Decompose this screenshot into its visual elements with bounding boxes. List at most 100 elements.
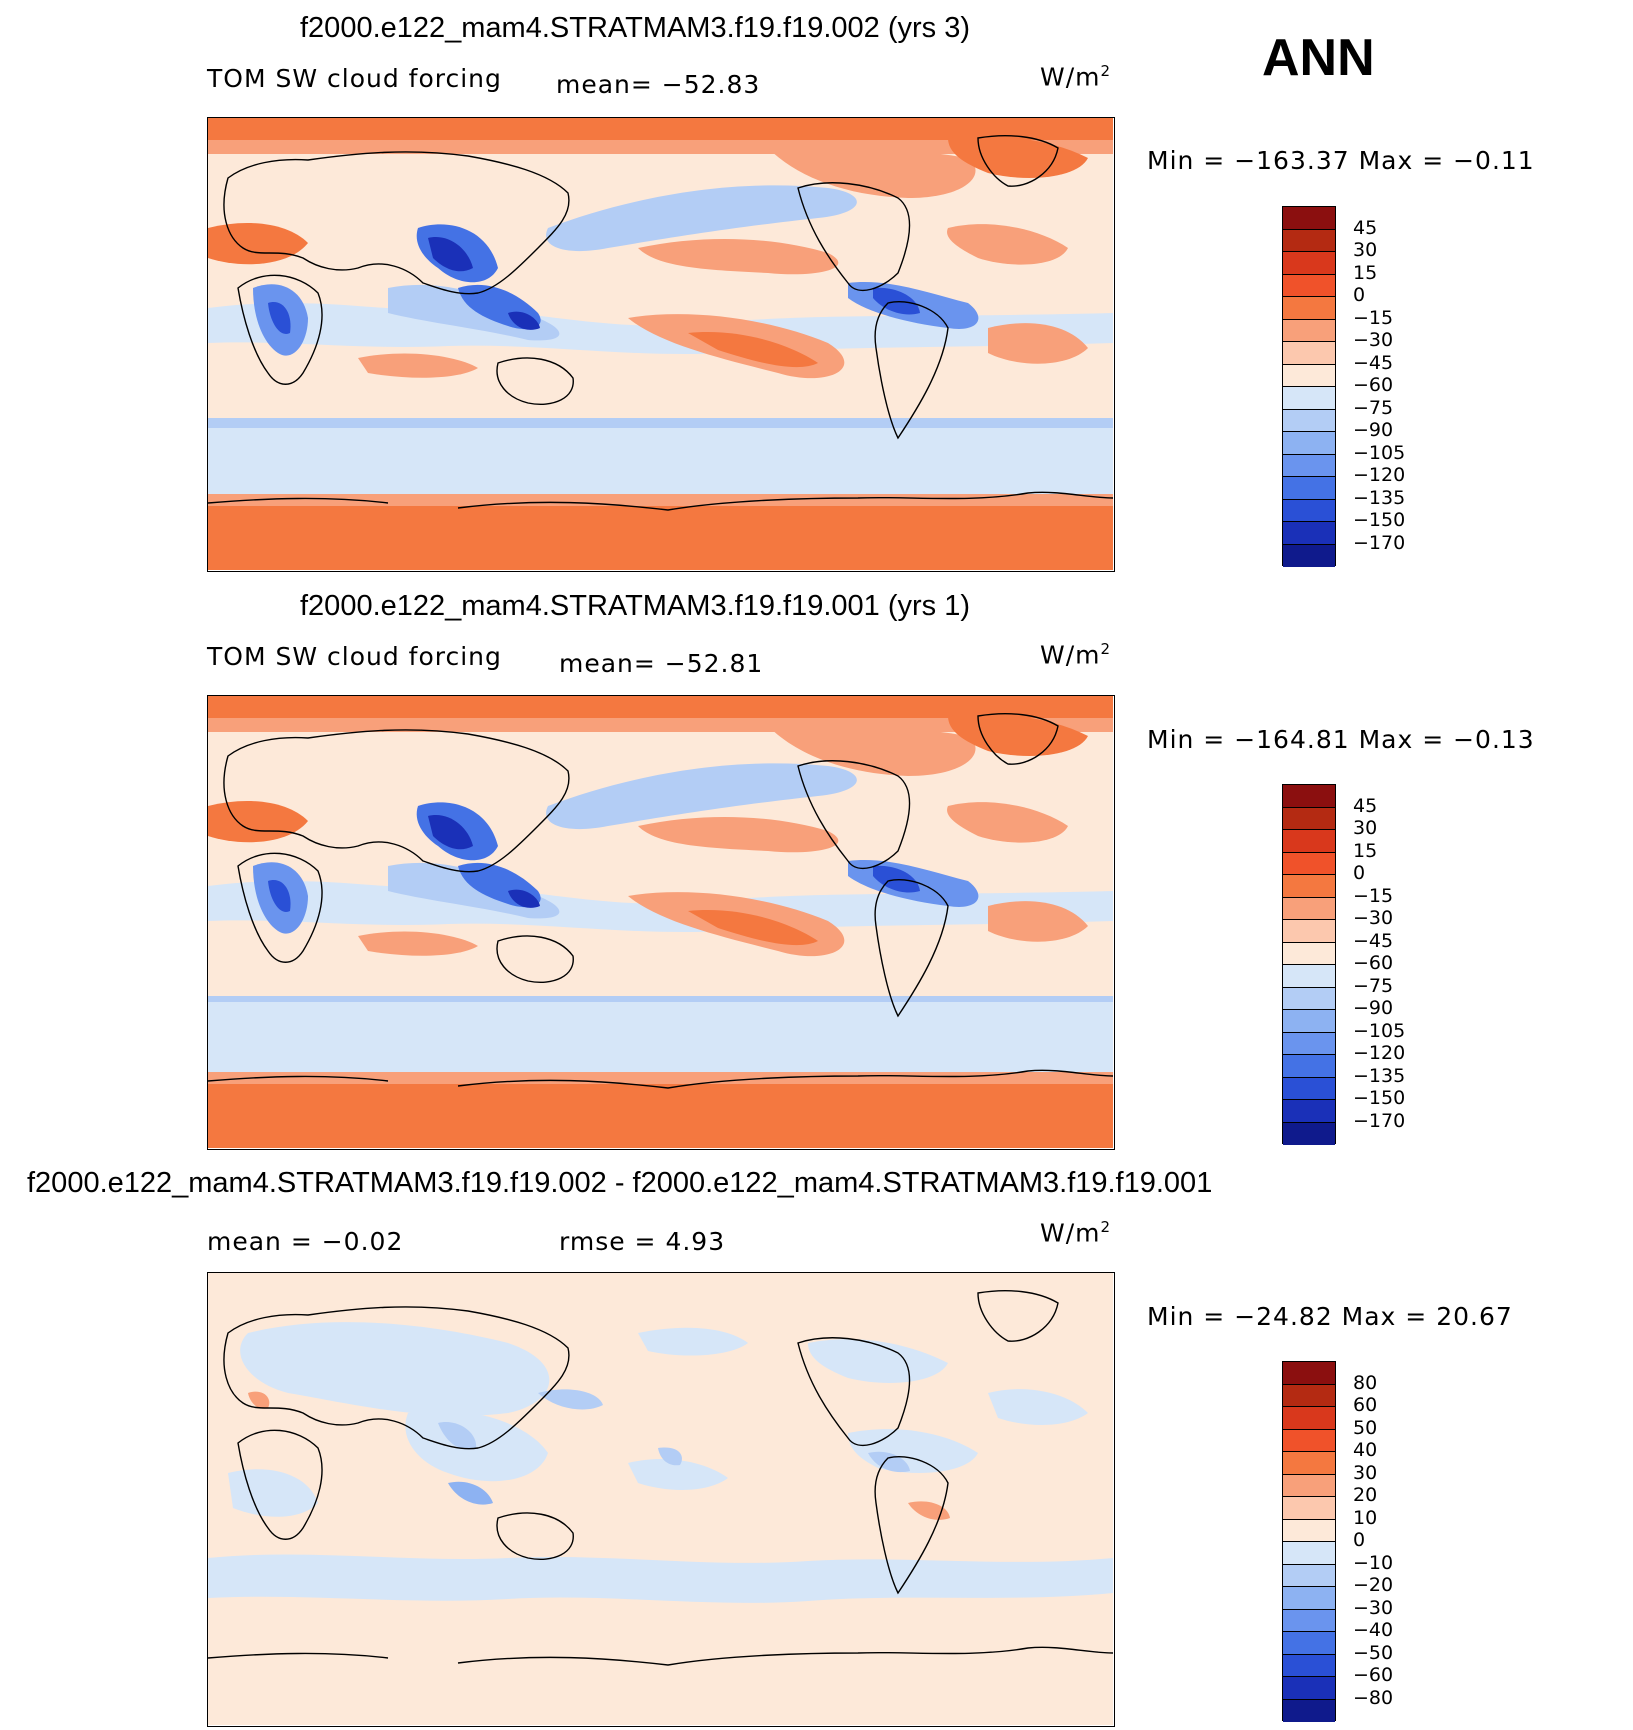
panel-2-map <box>207 695 1115 1150</box>
colorbar-tick-label: −15 <box>1353 884 1394 907</box>
colorbar-swatch <box>1283 1407 1335 1430</box>
colorbar-tick-label: −120 <box>1353 464 1406 486</box>
colorbar-tick-label: 0 <box>1353 862 1366 884</box>
colorbar-swatch <box>1283 409 1335 432</box>
colorbar-tick-label: −90 <box>1353 419 1394 441</box>
colorbar-swatch <box>1283 987 1335 1010</box>
panel-2-units: W/m2 <box>1040 640 1112 670</box>
colorbar-tick-label: −120 <box>1353 1042 1406 1064</box>
panel-2-colorbar-labels: 45 30 15 0 −15 −30 −45 −60 −75 −90 −105 −120 −135 −15… <box>1353 784 1453 1144</box>
colorbar-swatch <box>1283 207 1335 230</box>
colorbar-swatch <box>1283 1122 1335 1145</box>
colorbar-tick-label: 50 <box>1353 1416 1378 1439</box>
colorbar-tick-label: −105 <box>1353 1019 1406 1042</box>
colorbar-swatch <box>1283 1542 1335 1565</box>
colorbar-tick-label: −50 <box>1353 1641 1394 1664</box>
colorbar-tick-label: 10 <box>1353 1506 1378 1529</box>
panel-2-mean: mean= −52.81 <box>559 649 764 678</box>
panel-1-colorbar-labels: 45 30 15 0 −15 −30 −45 −60 −75 −90 −105 −120 −135 −15… <box>1353 206 1453 566</box>
colorbar-swatch <box>1283 477 1335 500</box>
colorbar-swatch <box>1283 1609 1335 1632</box>
colorbar-tick-label: −90 <box>1353 997 1394 1019</box>
colorbar-swatch <box>1283 1032 1335 1055</box>
colorbar-swatch <box>1283 1055 1335 1078</box>
colorbar-tick-label: −150 <box>1353 1087 1406 1109</box>
colorbar-tick-label: −30 <box>1353 907 1394 929</box>
colorbar-tick-label: 20 <box>1353 1484 1378 1506</box>
colorbar-swatch <box>1283 454 1335 477</box>
panel-2-colorbar <box>1282 784 1336 1145</box>
panel-3-minmax: Min = −24.82 Max = 20.67 <box>1147 1302 1513 1331</box>
colorbar-swatch <box>1283 364 1335 387</box>
panel-1-minmax: Min = −163.37 Max = −0.11 <box>1147 146 1535 175</box>
colorbar-tick-label: 45 <box>1353 794 1378 817</box>
colorbar-tick-label: −75 <box>1353 974 1394 997</box>
colorbar-tick-label: −10 <box>1353 1551 1394 1574</box>
colorbar-swatch <box>1283 830 1335 853</box>
panel-1-units: W/m2 <box>1040 62 1112 92</box>
colorbar-tick-label: −30 <box>1353 329 1394 351</box>
panel-2-variable-label: TOM SW cloud forcing <box>207 642 502 671</box>
panel-3-map <box>207 1272 1115 1727</box>
colorbar-swatch <box>1283 499 1335 522</box>
colorbar-tick-label: −105 <box>1353 441 1406 464</box>
colorbar-tick-label: −170 <box>1353 1109 1406 1132</box>
colorbar-tick-label: −45 <box>1353 351 1394 374</box>
colorbar-tick-label: −20 <box>1353 1574 1394 1596</box>
colorbar-swatch <box>1283 807 1335 830</box>
panel-3-mean: mean = −0.02 <box>207 1227 404 1256</box>
colorbar-swatch <box>1283 1077 1335 1100</box>
colorbar-tick-label: −15 <box>1353 306 1394 329</box>
colorbar-swatch <box>1283 852 1335 875</box>
colorbar-swatch <box>1283 785 1335 808</box>
colorbar-swatch <box>1283 1384 1335 1407</box>
panel-3-units: W/m2 <box>1040 1218 1112 1248</box>
panel-2-minmax: Min = −164.81 Max = −0.13 <box>1147 725 1535 754</box>
colorbar-swatch <box>1283 1654 1335 1677</box>
panel-1-variable-label: TOM SW cloud forcing <box>207 64 502 93</box>
colorbar-tick-label: −30 <box>1353 1596 1394 1619</box>
colorbar-swatch <box>1283 252 1335 275</box>
colorbar-tick-label: −135 <box>1353 1064 1406 1087</box>
colorbar-swatch <box>1283 1497 1335 1520</box>
colorbar-swatch <box>1283 522 1335 545</box>
panel-3-colorbar <box>1282 1361 1336 1722</box>
panel-2-title: f2000.e122_mam4.STRATMAM3.f19.f19.001 (y… <box>300 590 970 622</box>
colorbar-tick-label: −40 <box>1353 1619 1394 1641</box>
colorbar-tick-label: 30 <box>1353 1461 1378 1484</box>
season-label: ANN <box>1262 29 1375 87</box>
colorbar-swatch <box>1283 432 1335 455</box>
panel-1-colorbar <box>1282 206 1336 567</box>
panel-1-title: f2000.e122_mam4.STRATMAM3.f19.f19.002 (y… <box>300 12 970 44</box>
colorbar-swatch <box>1283 274 1335 297</box>
colorbar-swatch <box>1283 229 1335 252</box>
colorbar-swatch <box>1283 1474 1335 1497</box>
colorbar-tick-label: 45 <box>1353 216 1378 239</box>
colorbar-tick-label: −150 <box>1353 509 1406 531</box>
colorbar-swatch <box>1283 1587 1335 1610</box>
colorbar-swatch <box>1283 387 1335 410</box>
colorbar-swatch <box>1283 1564 1335 1587</box>
colorbar-swatch <box>1283 1677 1335 1700</box>
colorbar-tick-label: −60 <box>1353 952 1394 974</box>
panel-1-map <box>207 117 1115 572</box>
colorbar-tick-label: 80 <box>1353 1371 1378 1394</box>
colorbar-swatch <box>1283 342 1335 365</box>
colorbar-swatch <box>1283 319 1335 342</box>
colorbar-tick-label: −60 <box>1353 1664 1394 1686</box>
colorbar-tick-label: 15 <box>1353 261 1378 284</box>
colorbar-swatch <box>1283 1519 1335 1542</box>
colorbar-swatch <box>1283 1362 1335 1385</box>
colorbar-tick-label: 30 <box>1353 817 1378 839</box>
colorbar-tick-label: −45 <box>1353 929 1394 952</box>
colorbar-swatch <box>1283 920 1335 943</box>
colorbar-swatch <box>1283 965 1335 988</box>
colorbar-tick-label: 15 <box>1353 839 1378 862</box>
panel-1-mean: mean= −52.83 <box>556 70 761 99</box>
colorbar-tick-label: −75 <box>1353 396 1394 419</box>
panel-3-title: f2000.e122_mam4.STRATMAM3.f19.f19.002 - … <box>27 1167 1213 1199</box>
colorbar-swatch <box>1283 1632 1335 1655</box>
colorbar-swatch <box>1283 1699 1335 1722</box>
colorbar-tick-label: −80 <box>1353 1686 1394 1709</box>
colorbar-tick-label: 30 <box>1353 239 1378 261</box>
